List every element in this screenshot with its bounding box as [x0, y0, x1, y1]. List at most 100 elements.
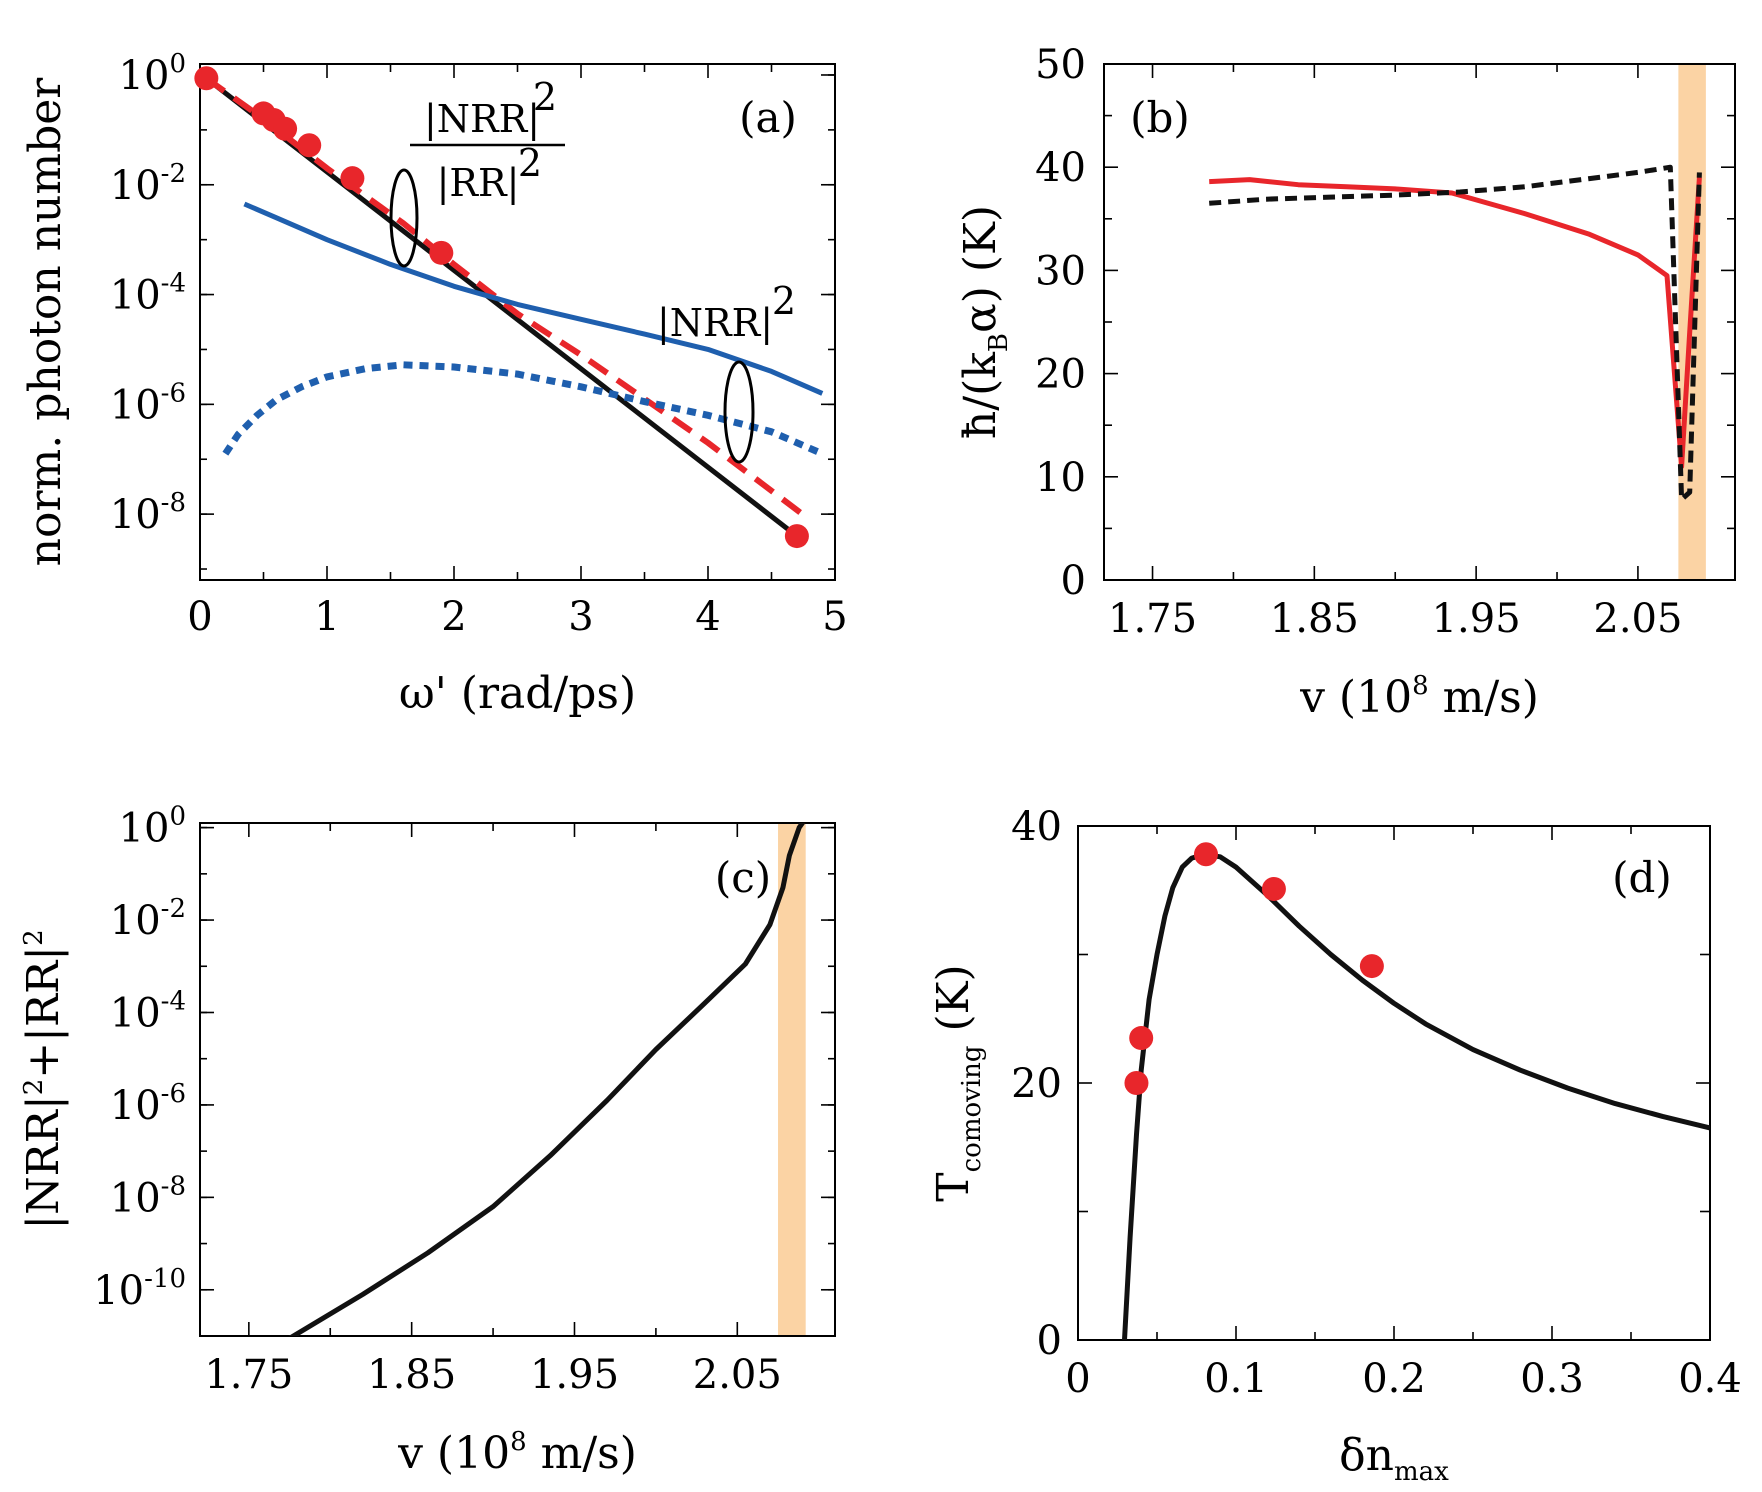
x-axis-label-part: m/s)	[527, 1428, 637, 1479]
x-tick-label: 0.1	[1204, 1356, 1268, 1402]
tick-base: 10	[110, 898, 161, 944]
nrr-ellipse	[723, 360, 755, 464]
x-tick-label: 1.95	[1432, 596, 1521, 642]
panel-label-a: (a)	[739, 93, 797, 142]
x-tick-label: 2	[441, 594, 466, 640]
ratio-denominator-power: 2	[518, 141, 542, 185]
tick-base: 10	[119, 53, 170, 99]
x-axis-label: v (108 m/s)	[397, 1427, 637, 1479]
data-point	[297, 133, 322, 158]
ratio-numerator-power: 2	[533, 75, 557, 119]
y-tick-label: 40	[1035, 145, 1086, 191]
series-black-solid	[288, 823, 806, 1336]
panel-label-c: (c)	[715, 853, 771, 902]
tick-base: 10	[93, 1268, 144, 1314]
x-tick-label: 1.75	[1108, 596, 1197, 642]
series-red-solid	[1209, 177, 1702, 469]
y-tick-label: 40	[1011, 804, 1062, 850]
y-axis-label: ħ/(kBα) (K)	[955, 205, 1014, 439]
y-tick-label: 10-6	[110, 378, 186, 428]
ratio-denominator: |RR|	[437, 161, 520, 205]
data-point	[1261, 876, 1286, 901]
y-tick-label: 10-6	[110, 1079, 186, 1129]
panel-label-d: (d)	[1612, 853, 1672, 902]
data-point	[784, 524, 809, 549]
x-tick-label: 2.05	[693, 1352, 782, 1398]
y-tick-label: 10	[1035, 455, 1086, 501]
tick-base: 10	[110, 990, 161, 1036]
tick-exponent: -4	[161, 269, 186, 299]
x-axis-label-part: m/s)	[1429, 672, 1539, 723]
y-tick-label: 100	[119, 802, 186, 852]
tick-exponent: -2	[161, 159, 186, 189]
data-point	[1124, 1071, 1149, 1095]
data-point	[194, 66, 219, 91]
x-tick-label: 1.75	[204, 1352, 293, 1398]
y-axis-label-part: B	[984, 333, 1014, 352]
x-axis-label-part: v (10	[1299, 672, 1412, 723]
y-tick-label: 100	[119, 49, 186, 99]
tick-exponent: -2	[161, 894, 186, 924]
tick-base: 10	[119, 806, 170, 852]
x-axis-label: v (108 m/s)	[1299, 671, 1539, 723]
velocity-band	[778, 823, 806, 1336]
x-axis-label: δnmax	[1339, 1430, 1449, 1487]
data-point	[429, 240, 454, 265]
y-tick-label: 10-8	[110, 488, 186, 538]
y-axis-label-part: 2	[19, 929, 49, 946]
data-point	[1193, 842, 1218, 867]
data-point	[1359, 954, 1384, 979]
tick-base: 10	[110, 163, 161, 209]
y-axis-label-part: α) (K)	[955, 205, 1006, 333]
series-nrr-blue-dotted	[222, 361, 824, 457]
nrr-label-power: 2	[772, 279, 796, 323]
y-tick-label: 0	[1037, 1318, 1062, 1364]
tick-exponent: -6	[161, 1079, 186, 1109]
data-point	[340, 166, 365, 191]
y-axis-label-part: |NRR|	[18, 1095, 69, 1229]
panel-label-b: (b)	[1130, 93, 1190, 142]
x-tick-label: 1.85	[1270, 596, 1359, 642]
series-black-dashed	[1209, 164, 1702, 502]
series-nrr-blue-solid	[243, 201, 824, 396]
tick-exponent: -10	[144, 1264, 186, 1294]
x-tick-label: 0.2	[1362, 1356, 1426, 1402]
data-point	[273, 116, 298, 141]
y-tick-label: 20	[1011, 1061, 1062, 1107]
x-axis-label-part: 8	[510, 1427, 527, 1457]
panel-b-frame	[1103, 63, 1736, 581]
x-axis-label: ω' (rad/ps)	[399, 668, 636, 719]
x-tick-label: 1.95	[530, 1352, 619, 1398]
x-axis-label-part: δn	[1339, 1430, 1394, 1481]
panel-c-frame	[199, 822, 836, 1337]
tick-base: 10	[110, 273, 161, 319]
x-tick-label: 1	[314, 594, 339, 640]
tick-exponent: -8	[161, 1171, 186, 1201]
y-axis-label-part: comoving	[957, 1045, 987, 1172]
y-axis-label: |NRR|2+|RR|2	[18, 929, 69, 1229]
tick-base: 10	[110, 1175, 161, 1221]
x-tick-label: 0	[187, 594, 212, 640]
x-tick-label: 0.4	[1678, 1356, 1742, 1402]
panel-d-frame	[1077, 825, 1711, 1341]
nrr-label: |NRR|	[657, 301, 773, 345]
panel-c: 1.75 1.85 1.95 2.0510010-210-410-610-810-10…	[18, 802, 836, 1479]
y-tick-label: 10-10	[93, 1264, 186, 1314]
y-tick-label: 10-8	[110, 1171, 186, 1221]
x-tick-label: 3	[568, 594, 593, 640]
panel-d: 0 0.1 0.2 0.3 0.4 0 20 40 (d) δnmax Tcomoving (K)	[928, 804, 1742, 1487]
tick-base: 10	[110, 382, 161, 428]
x-tick-label: 0.3	[1520, 1356, 1584, 1402]
data-point	[1129, 1026, 1154, 1051]
y-axis-label-part: T	[928, 1172, 979, 1201]
tick-exponent: 0	[169, 802, 186, 832]
tick-exponent: -8	[161, 488, 186, 518]
y-tick-label: 10-4	[110, 986, 186, 1036]
tick-exponent: 0	[169, 49, 186, 79]
y-tick-label: 0	[1061, 558, 1086, 604]
y-tick-label: 20	[1035, 352, 1086, 398]
y-axis-label-part: 2	[19, 1079, 49, 1096]
y-axis-label: Tcomoving (K)	[928, 964, 987, 1201]
